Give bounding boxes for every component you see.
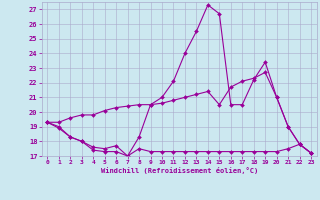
X-axis label: Windchill (Refroidissement éolien,°C): Windchill (Refroidissement éolien,°C) [100,167,258,174]
